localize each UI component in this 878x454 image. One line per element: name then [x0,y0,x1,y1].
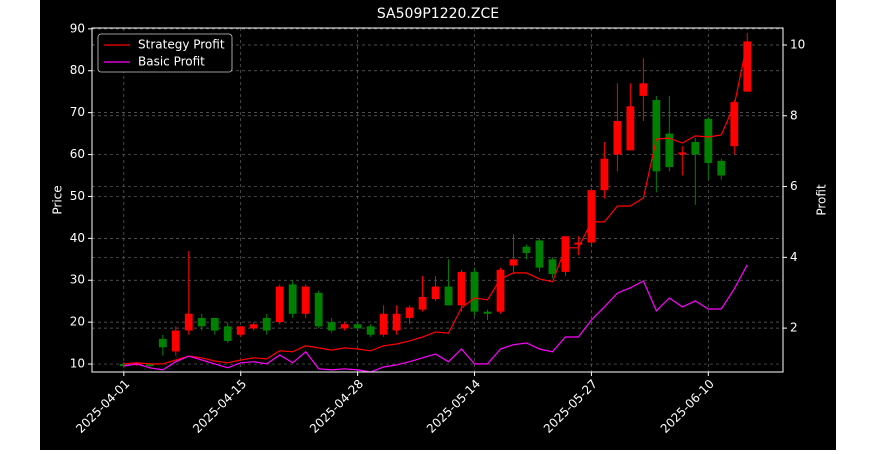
candle-body [353,324,362,329]
candle-body [119,364,128,367]
candle-body [639,83,648,96]
y-tick-label: 20 [70,315,85,329]
candle-body [145,364,154,367]
profit-line [123,42,748,365]
candle-body [288,284,297,314]
candle-body [444,286,453,306]
candle-body [418,296,427,310]
y-tick-label: 10 [70,357,85,371]
figure-background [40,0,836,450]
candle-body [262,317,271,331]
candle-body [327,322,336,331]
candle-body [600,158,609,191]
y-tick-label: 40 [70,231,85,245]
candle-body [678,152,687,155]
candle-body [301,286,310,314]
candle-body [314,292,323,327]
profit-line [123,264,748,373]
y2-tick-label: 2 [790,321,798,335]
candle-body [340,324,349,329]
legend-label: Basic Profit [138,55,205,69]
y-tick-label: 50 [70,189,85,203]
candle-body [665,133,674,168]
candle-body [652,100,661,172]
candle-body [392,313,401,331]
y2-tick-label: 10 [790,37,805,51]
candle-body [379,313,388,335]
candle-body [587,190,596,243]
candle-body [717,160,726,176]
legend-label: Strategy Profit [138,38,225,52]
y-tick-label: 90 [70,21,85,35]
candle-body [691,141,700,155]
y2-tick-label: 4 [790,250,798,264]
candle-body [704,118,713,163]
candle-body [457,271,466,306]
candle-body [197,317,206,327]
candle-body [431,286,440,300]
y-axis-label: Price [51,185,65,214]
candle-body [171,330,180,352]
y-tick-label: 30 [70,273,85,287]
candle-body [743,41,752,92]
candle-body [249,324,258,329]
candle-body [522,246,531,254]
candle-body [548,259,557,274]
y-tick-label: 60 [70,147,85,161]
y-tick-label: 80 [70,63,85,77]
candle-body [223,326,232,341]
candle-body [574,242,583,245]
legend-box [97,33,233,73]
candle-body [496,269,505,312]
candle-body [236,326,245,335]
candle-body [275,286,284,323]
plot-frame [91,27,784,373]
candle-body [626,106,635,151]
y2-axis-label: Profit [815,184,829,216]
candle-body [613,121,622,155]
y2-tick-label: 8 [790,108,798,122]
candle-body [158,338,167,348]
candle-body [509,259,518,266]
chart-title: SA509P1220.ZCE [377,6,499,22]
candle-body [561,236,570,272]
candle-body [730,102,739,147]
candle-body [470,271,479,312]
candle-body [210,317,219,331]
y2-tick-label: 6 [790,179,798,193]
candle-body [483,311,492,314]
candle-body [535,240,544,268]
candle-body [366,326,375,335]
candle-body [405,307,414,318]
candle-body [184,313,193,331]
y-tick-label: 70 [70,105,85,119]
